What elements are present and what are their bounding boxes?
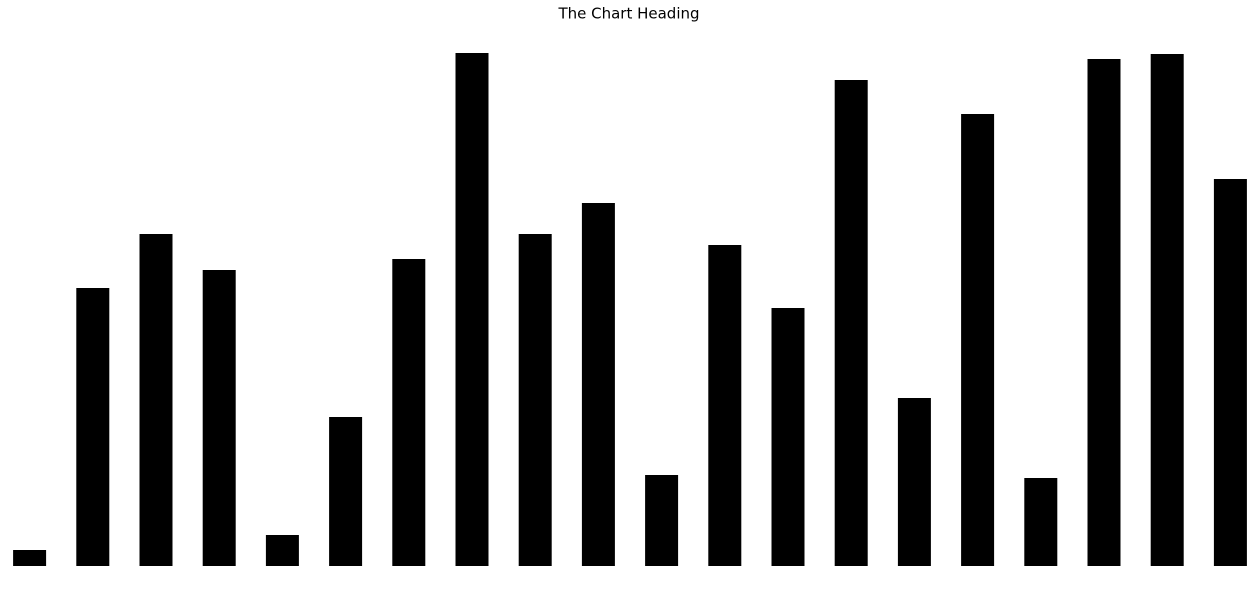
- bar: [708, 245, 742, 566]
- bar: [1024, 478, 1058, 566]
- bar: [13, 550, 47, 566]
- bar: [139, 234, 173, 566]
- bar: [329, 417, 363, 566]
- bar: [518, 234, 552, 566]
- bar: [1213, 179, 1247, 566]
- bar: [645, 475, 679, 566]
- bar: [1087, 59, 1121, 566]
- bar: [202, 270, 236, 566]
- chart-title: The Chart Heading: [557, 5, 699, 23]
- bar: [581, 203, 615, 566]
- bar: [392, 259, 426, 566]
- bar: [265, 535, 299, 566]
- bar: [771, 308, 805, 566]
- bar: [455, 53, 489, 566]
- bar: [1150, 54, 1184, 566]
- bar: [76, 288, 110, 566]
- bar: [897, 398, 931, 566]
- bar: [961, 114, 995, 566]
- bar: [834, 80, 868, 566]
